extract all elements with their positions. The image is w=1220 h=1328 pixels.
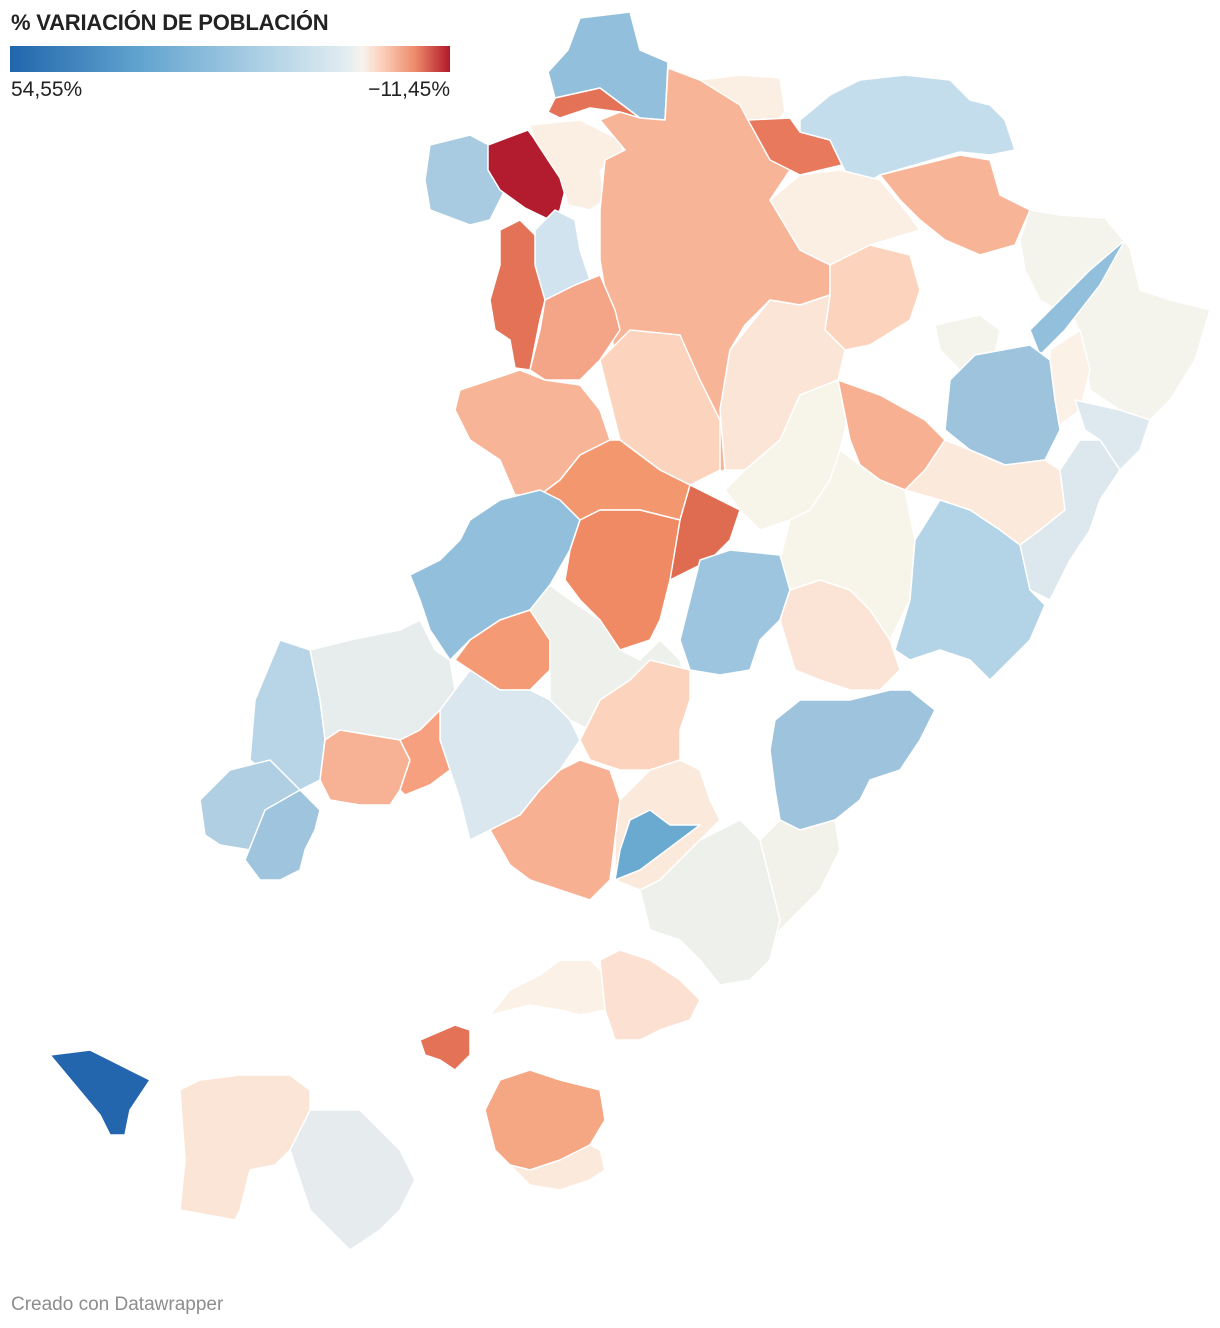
municipality-region	[894, 499, 1046, 681]
municipality-region	[509, 1144, 606, 1191]
municipality-region	[599, 329, 721, 486]
municipality-region	[614, 809, 701, 881]
municipality-region	[879, 154, 1031, 256]
municipality-region	[1029, 239, 1126, 356]
municipality-region	[564, 509, 691, 651]
municipality-region	[399, 709, 451, 796]
municipality-region	[779, 579, 901, 691]
municipality-region	[547, 87, 641, 119]
municipality-region	[454, 609, 551, 691]
municipality-region	[1019, 439, 1121, 601]
municipality-region	[489, 959, 611, 1016]
municipality-region	[424, 134, 506, 226]
municipality-region	[944, 344, 1061, 466]
municipality-region	[759, 819, 841, 961]
legend-title: % VARIACIÓN DE POBLACIÓN	[11, 10, 329, 35]
municipality-region	[1074, 399, 1151, 471]
legend-min-label: 54,55%	[11, 78, 83, 101]
municipality-region	[289, 1109, 416, 1251]
municipality-region	[799, 74, 1016, 191]
municipality-region	[824, 244, 921, 351]
legend-gradient-bar	[10, 46, 450, 72]
municipality-region	[419, 1024, 471, 1071]
municipality-region	[179, 1074, 311, 1221]
municipality-region	[244, 789, 321, 881]
municipality-region	[579, 659, 691, 771]
municipality-region	[319, 729, 411, 806]
credit-line: Creado con Datawrapper	[11, 1294, 224, 1315]
municipality-region	[679, 549, 791, 676]
municipality-region	[599, 949, 701, 1041]
municipality-region	[1019, 209, 1211, 421]
municipality-region	[49, 1049, 151, 1136]
municipality-region	[769, 689, 936, 831]
legend-max-label: −11,45%	[368, 78, 450, 101]
municipality-region	[769, 169, 921, 266]
